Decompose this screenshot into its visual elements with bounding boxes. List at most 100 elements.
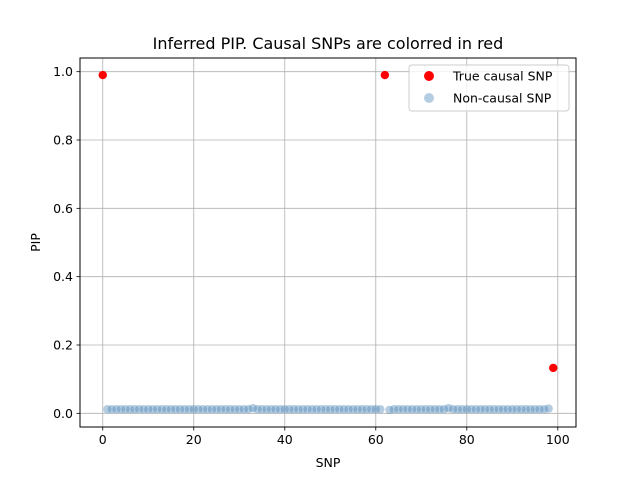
non-causal-snp-point bbox=[171, 405, 180, 414]
non-causal-snp-point bbox=[335, 405, 344, 414]
x-tick-label: 60 bbox=[368, 432, 384, 447]
non-causal-snp-point bbox=[248, 404, 258, 413]
legend-marker-non-causal bbox=[424, 93, 434, 103]
non-causal-snp-point bbox=[280, 405, 289, 414]
y-axis-label: PIP bbox=[28, 233, 43, 252]
non-causal-snp-point bbox=[471, 405, 481, 414]
x-tick-label: 20 bbox=[186, 432, 202, 447]
x-tick-label: 40 bbox=[277, 432, 293, 447]
non-causal-snp-point bbox=[330, 405, 340, 414]
non-causal-snp-point bbox=[298, 405, 308, 414]
non-causal-snp-point bbox=[180, 405, 189, 414]
y-tick-label: 0.6 bbox=[53, 201, 73, 216]
non-causal-snp-point bbox=[216, 405, 226, 414]
x-tick-label: 0 bbox=[99, 432, 107, 447]
legend-label-non-causal: Non-causal SNP bbox=[453, 91, 552, 106]
non-causal-snp-point bbox=[175, 405, 185, 414]
non-causal-snp-point bbox=[476, 405, 485, 414]
non-causal-snp-point bbox=[130, 405, 139, 414]
y-tick-label: 0.4 bbox=[53, 269, 73, 284]
non-causal-snp-point bbox=[221, 405, 230, 414]
y-tick-label: 0.0 bbox=[53, 406, 73, 421]
grid-lines bbox=[80, 58, 576, 427]
non-causal-snp-point bbox=[458, 405, 467, 414]
non-causal-snp-point bbox=[539, 405, 549, 414]
non-causal-snp-point bbox=[125, 405, 135, 414]
non-causal-snp-point bbox=[498, 405, 508, 414]
non-causal-snp-point bbox=[371, 405, 380, 414]
non-causal-snp-point bbox=[112, 405, 121, 414]
non-causal-snp-point bbox=[198, 405, 208, 414]
non-causal-snp-point bbox=[376, 405, 385, 414]
non-causal-snp-point bbox=[439, 405, 449, 414]
non-causal-snp-point bbox=[494, 405, 503, 414]
non-causal-snp-point bbox=[339, 405, 349, 414]
non-causal-snp-point bbox=[435, 405, 444, 414]
non-causal-snp-point bbox=[367, 405, 376, 414]
non-causal-snp-point bbox=[121, 405, 130, 414]
non-causal-snp-point bbox=[134, 405, 144, 414]
non-causal-snp-point bbox=[235, 405, 244, 414]
non-causal-snp-point bbox=[321, 405, 330, 414]
non-causal-snp-point bbox=[485, 405, 494, 414]
non-causal-snp-point bbox=[189, 405, 198, 414]
chart-title: Inferred PIP. Causal SNPs are colorred i… bbox=[153, 34, 504, 53]
non-causal-snp-point bbox=[430, 405, 440, 414]
non-causal-snp-point bbox=[394, 405, 403, 414]
non-causal-snp-point bbox=[344, 405, 353, 414]
non-causal-snp-point bbox=[303, 405, 312, 414]
non-causal-snp-point bbox=[444, 404, 453, 413]
non-causal-snp-point bbox=[144, 405, 153, 414]
non-causal-snp-point bbox=[389, 405, 399, 414]
non-causal-snp-point bbox=[244, 405, 253, 414]
causal-snp-point bbox=[549, 363, 558, 373]
plot-frame bbox=[79, 57, 577, 428]
non-causal-snp-point bbox=[289, 405, 299, 414]
non-causal-snp-point bbox=[544, 404, 553, 413]
non-causal-snp-point bbox=[162, 405, 171, 414]
non-causal-snp-point bbox=[157, 405, 167, 414]
non-causal-snp-point bbox=[426, 405, 435, 414]
non-causal-snp-point bbox=[239, 405, 249, 414]
non-causal-snp-point bbox=[530, 405, 540, 414]
non-causal-snp-point bbox=[316, 405, 326, 414]
non-causal-snp-point bbox=[139, 405, 148, 414]
non-causal-snp-point bbox=[421, 405, 431, 414]
non-causal-snp-point bbox=[225, 405, 235, 414]
x-tick-label: 100 bbox=[546, 432, 570, 447]
x-axis-ticks: 0 20 40 60 80 100 bbox=[99, 427, 570, 447]
x-tick-label: 80 bbox=[459, 432, 475, 447]
non-causal-snp-point bbox=[535, 405, 544, 414]
y-tick-label: 0.8 bbox=[53, 133, 73, 148]
non-causal-snp-point bbox=[385, 405, 394, 415]
non-causal-snp-point bbox=[116, 405, 126, 414]
non-causal-snp-point bbox=[462, 405, 471, 414]
non-causal-snp-point bbox=[417, 405, 426, 414]
non-causal-snp-point bbox=[107, 405, 117, 414]
non-causal-snp-point bbox=[412, 405, 421, 414]
causal-snp-point bbox=[98, 70, 107, 80]
non-causal-snp-point bbox=[526, 405, 535, 414]
non-causal-snp-point bbox=[357, 405, 367, 414]
data-points bbox=[98, 70, 558, 415]
non-causal-snp-point bbox=[467, 405, 476, 414]
non-causal-snp-point bbox=[257, 405, 267, 414]
x-axis-label: SNP bbox=[316, 455, 341, 470]
non-causal-snp-point bbox=[517, 405, 526, 414]
non-causal-snp-point bbox=[307, 405, 317, 414]
legend-box bbox=[408, 64, 570, 112]
non-causal-snp-point bbox=[326, 405, 335, 414]
non-causal-snp-point bbox=[153, 405, 162, 414]
non-causal-snp-point bbox=[253, 405, 262, 414]
non-causal-snp-point bbox=[230, 405, 239, 414]
non-causal-snp-point bbox=[448, 405, 458, 414]
non-causal-snp-point bbox=[362, 405, 371, 414]
non-causal-snp-point bbox=[194, 405, 203, 414]
legend-marker-true-causal bbox=[424, 71, 434, 81]
non-causal-snp-point bbox=[508, 405, 517, 414]
non-causal-snp-point bbox=[503, 405, 512, 414]
non-causal-snp-point bbox=[521, 405, 531, 414]
non-causal-snp-point bbox=[266, 405, 276, 414]
non-causal-snp-point bbox=[512, 405, 522, 414]
